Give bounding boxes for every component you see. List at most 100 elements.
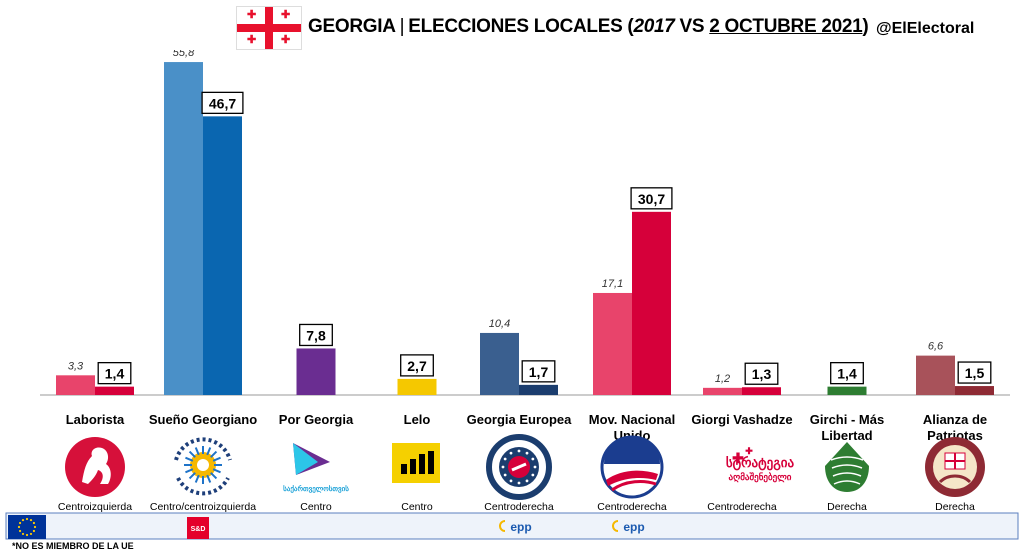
- sun-ray-icon: [210, 472, 218, 480]
- eu-star-icon: [33, 525, 37, 529]
- ideology-label: Centroizquierda: [58, 501, 132, 513]
- data-label-box-2021: [521, 360, 556, 383]
- lelo-bar-icon: [428, 451, 434, 474]
- epp-logo-icon: [612, 520, 619, 532]
- eu-star-icon: [21, 532, 25, 536]
- category-label: Por Georgia: [279, 412, 354, 427]
- eu-star-icon: [29, 532, 33, 536]
- ideology-label: Centro/centroizquierda: [150, 501, 256, 513]
- georgia-flag-icon: ✚ ✚ ✚ ✚: [236, 6, 302, 50]
- star-icon: [533, 465, 537, 469]
- bar-2017: [164, 62, 203, 396]
- logo-arc-bottom-icon: [176, 477, 230, 496]
- data-label-2017: 1,2: [715, 373, 730, 385]
- ideology-label: Centroderecha: [597, 501, 667, 513]
- data-label-2021: 7,8: [306, 327, 326, 343]
- bar-2021: [827, 386, 867, 395]
- ideology-label: Centroderecha: [707, 501, 777, 513]
- pine-scale-icon: [832, 472, 862, 477]
- unm-logo-top-icon: [604, 436, 660, 464]
- sun-ray-icon: [185, 468, 194, 474]
- pine-scale-icon: [831, 464, 863, 469]
- category-label: Mov. Nacional: [589, 412, 675, 427]
- sun-ray-icon: [212, 468, 221, 474]
- por-georgia-logo-text: საქართველოსთვის: [283, 485, 349, 493]
- data-label-2021: 1,3: [752, 366, 772, 382]
- star-icon: [525, 479, 529, 483]
- data-label-box-2021: [830, 361, 864, 385]
- data-label-2017: 10,4: [489, 318, 510, 330]
- data-label-box-2021: [299, 323, 333, 347]
- data-label-2021: 30,7: [638, 191, 665, 207]
- data-label-box-2021: [957, 361, 992, 384]
- sd-logo-icon: [187, 517, 209, 539]
- lelo-bar-icon: [410, 459, 416, 474]
- star-icon: [509, 479, 513, 483]
- eu-star-icon: [17, 525, 21, 529]
- star-icon: [531, 473, 535, 477]
- sun-center-icon: [197, 459, 209, 471]
- data-label-box-2021: [630, 187, 673, 210]
- sd-logo-text: S&D: [191, 526, 206, 533]
- bar-2021: [632, 211, 671, 395]
- data-label-box-2021: [97, 361, 132, 385]
- bar-2021: [742, 387, 781, 395]
- bar-2021: [519, 384, 558, 395]
- star-icon: [517, 481, 521, 485]
- bar-2017: [916, 355, 955, 395]
- header: ✚ ✚ ✚ ✚ GEORGIA | ELECCIONES LOCALES (2017…: [0, 0, 1024, 50]
- star-icon: [525, 451, 529, 455]
- category-label: Giorgi Vashadze: [691, 412, 792, 427]
- author-handle: @ElElectoral: [876, 20, 975, 37]
- data-label-2017: 3,3: [68, 360, 84, 372]
- star-icon: [503, 473, 507, 477]
- sun-ray-icon: [188, 472, 196, 480]
- data-label-2021: 2,7: [407, 358, 427, 374]
- country-name: GEORGIA: [308, 16, 396, 37]
- bar-chart: 3,3 1,4 Laborista Centroizquierda 55,8 46,7 Su…: [5, 50, 1019, 540]
- star-icon: [503, 457, 507, 461]
- eu-star-icon: [29, 518, 33, 522]
- category-label: Libertad: [821, 428, 872, 443]
- bar-2021: [95, 386, 134, 395]
- bar-2017: [56, 375, 95, 395]
- strategia-cross-icon: ✚: [732, 450, 744, 466]
- title-text: ELECCIONES LOCALES (: [408, 16, 634, 37]
- bar-2017: [593, 292, 632, 395]
- epp-logo-text: epp: [510, 520, 531, 534]
- unm-swoosh-icon: [611, 480, 657, 492]
- title-close: ): [862, 16, 869, 37]
- category-label: Lelo: [404, 412, 431, 427]
- data-label-2021: 1,4: [105, 366, 125, 382]
- sun-ray-icon: [194, 474, 200, 483]
- category-label: Sueño Georgiano: [149, 412, 257, 427]
- sun-ray-icon: [206, 474, 212, 483]
- data-label-box-2021: [201, 91, 244, 115]
- strategia-logo-text: სტრატეგია: [726, 455, 795, 471]
- category-label: Laborista: [66, 412, 125, 427]
- epp-logo-text: epp: [623, 520, 644, 534]
- logo-arc-top-icon: [174, 437, 232, 461]
- data-label-box-2021: [744, 362, 779, 385]
- unm-swoosh-icon: [606, 470, 658, 486]
- ideology-label: Derecha: [827, 501, 867, 513]
- patriots-arc-icon: [938, 474, 972, 484]
- data-label-2017: 6,6: [928, 341, 944, 353]
- data-label-2021: 46,7: [209, 95, 236, 111]
- eu-star-icon: [18, 529, 22, 533]
- strategia-cross-icon: ✚: [745, 446, 753, 456]
- data-label-2017: 55,8: [173, 50, 195, 59]
- epp-logo-icon: [499, 520, 506, 532]
- bar-2017: [480, 332, 519, 395]
- bar-2021: [955, 386, 994, 395]
- vs-text: VS: [674, 16, 710, 37]
- page-title: GEORGIA | ELECCIONES LOCALES (2017 VS 2 OC…: [308, 16, 869, 37]
- eu-group-strip: [5, 512, 1019, 540]
- bar-2021: [296, 348, 336, 395]
- eu-star-icon: [32, 521, 36, 525]
- eu-star-icon: [18, 521, 22, 525]
- ideology-label: Derecha: [935, 501, 975, 513]
- horse-icon: [82, 447, 111, 484]
- data-label-2021: 1,4: [837, 366, 857, 382]
- star-icon: [509, 451, 513, 455]
